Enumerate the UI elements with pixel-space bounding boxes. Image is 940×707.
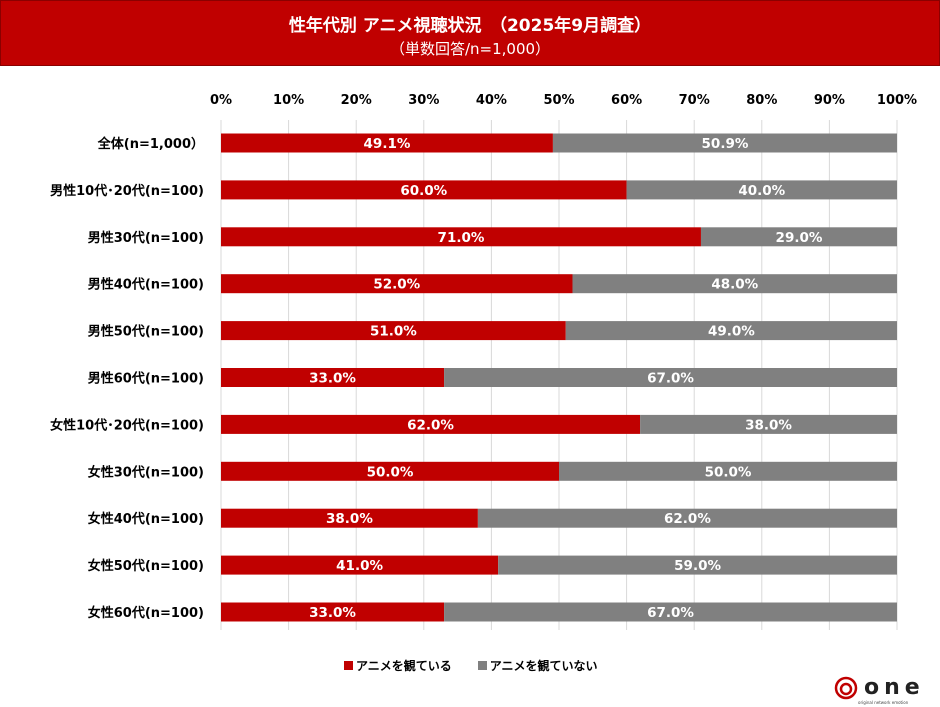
legend-item-not-watching: アニメを観ていない <box>477 657 598 674</box>
x-tick-label: 90% <box>814 93 845 108</box>
legend-label: アニメを観ている <box>356 659 452 673</box>
x-tick-label: 40% <box>476 93 507 108</box>
bar-not-watching <box>444 602 897 622</box>
category-label: 男性30代(n=100) <box>88 230 204 246</box>
chart-subtitle: （単数回答/n=1,000） <box>389 40 551 58</box>
data-label: 38.0% <box>326 511 373 527</box>
bar-watching <box>221 180 627 200</box>
bar-watching <box>221 461 559 481</box>
bar-not-watching <box>640 414 897 434</box>
category-label: 女性60代(n=100) <box>88 605 204 621</box>
category-label: 男性40代(n=100) <box>88 277 204 293</box>
x-tick-label: 0% <box>210 93 232 108</box>
data-label: 62.0% <box>407 417 454 433</box>
data-label: 67.0% <box>647 605 694 621</box>
data-label: 62.0% <box>664 511 711 527</box>
bar-watching <box>221 555 499 575</box>
data-label: 60.0% <box>400 183 447 199</box>
bar-not-watching <box>572 274 897 294</box>
bar-not-watching <box>444 368 897 387</box>
x-tick-label: 20% <box>341 93 372 108</box>
bar-watching <box>221 508 478 528</box>
x-tick-label: 70% <box>679 93 710 108</box>
bar-not-watching <box>700 227 897 247</box>
bar-watching <box>221 133 553 153</box>
data-label: 71.0% <box>438 230 485 246</box>
logo: one original network emotion <box>834 675 925 705</box>
data-label: 50.0% <box>705 464 752 480</box>
bar-watching <box>221 227 701 247</box>
bar-not-watching <box>565 321 897 341</box>
data-label: 40.0% <box>738 183 785 199</box>
category-label: 女性40代(n=100) <box>88 511 204 527</box>
data-label: 29.0% <box>776 230 823 246</box>
data-label: 33.0% <box>309 605 356 621</box>
bar-not-watching <box>477 508 897 528</box>
category-label: 女性30代(n=100) <box>88 464 204 480</box>
chart-header: 性年代別 アニメ視聴状況 （2025年9月調査） （単数回答/n=1,000） <box>0 0 940 66</box>
data-label: 50.0% <box>367 464 414 480</box>
data-label: 51.0% <box>370 324 417 340</box>
logo-tagline: original network emotion <box>858 700 909 705</box>
data-label: 49.1% <box>364 136 411 152</box>
x-tick-label: 60% <box>611 93 642 108</box>
data-label: 59.0% <box>674 558 721 574</box>
bar-watching <box>221 414 641 434</box>
legend-swatch <box>344 661 353 670</box>
legend-label: アニメを観ていない <box>489 659 598 673</box>
logo-text: one <box>864 675 925 700</box>
data-label: 48.0% <box>711 277 758 293</box>
category-label: 女性10代･20代(n=100) <box>50 417 204 433</box>
legend-swatch <box>477 661 487 670</box>
data-label: 38.0% <box>745 417 792 433</box>
x-tick-label: 30% <box>408 93 439 108</box>
data-label: 67.0% <box>647 371 694 387</box>
x-tick-label: 50% <box>543 93 574 108</box>
x-tick-label: 10% <box>273 93 304 108</box>
legend: アニメを観ている アニメを観ていない <box>344 657 598 674</box>
bar-not-watching <box>552 133 897 153</box>
bar-watching <box>221 321 566 341</box>
category-label: 男性10代･20代(n=100) <box>50 183 204 199</box>
data-label: 41.0% <box>336 558 383 574</box>
category-label: 全体(n=1,000） <box>97 136 204 152</box>
data-label: 33.0% <box>309 371 356 387</box>
category-label: 男性60代(n=100) <box>88 371 204 387</box>
x-tick-label: 100% <box>877 93 917 108</box>
category-label: 女性50代(n=100) <box>88 558 204 574</box>
data-label: 50.9% <box>702 136 749 152</box>
data-label: 49.0% <box>708 324 755 340</box>
bar-not-watching <box>559 461 897 481</box>
bar-watching <box>221 274 573 294</box>
data-label: 52.0% <box>373 277 420 293</box>
legend-item-watching: アニメを観ている <box>344 657 452 674</box>
x-tick-label: 80% <box>746 93 777 108</box>
bar-watching <box>221 368 445 387</box>
chart-title: 性年代別 アニメ視聴状況 （2025年9月調査） <box>288 16 652 36</box>
logo-spiral-icon <box>834 676 858 700</box>
bar-not-watching <box>626 180 897 200</box>
bar-watching <box>221 602 445 622</box>
bar-not-watching <box>498 555 897 575</box>
category-label: 男性50代(n=100) <box>88 324 204 340</box>
